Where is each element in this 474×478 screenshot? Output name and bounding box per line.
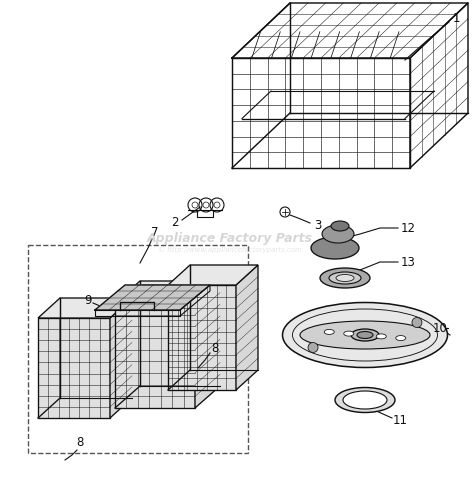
Ellipse shape [351, 329, 379, 341]
Ellipse shape [336, 274, 354, 282]
Circle shape [308, 343, 318, 352]
Ellipse shape [300, 321, 430, 349]
Bar [28, 245, 248, 453]
Text: 8: 8 [211, 341, 219, 355]
Polygon shape [95, 285, 210, 310]
Text: © http://www.appliancefactoryparts.com: © http://www.appliancefactoryparts.com [158, 247, 302, 253]
Ellipse shape [335, 388, 395, 413]
Polygon shape [38, 298, 132, 318]
Text: 9: 9 [84, 293, 92, 306]
Polygon shape [168, 265, 258, 285]
Ellipse shape [357, 332, 373, 338]
Ellipse shape [311, 237, 359, 259]
Ellipse shape [329, 272, 361, 284]
Text: 2: 2 [171, 216, 179, 228]
Ellipse shape [322, 225, 354, 243]
Ellipse shape [343, 391, 387, 409]
Ellipse shape [320, 268, 370, 288]
Text: 10: 10 [433, 322, 447, 335]
Polygon shape [115, 281, 220, 303]
Polygon shape [236, 265, 258, 390]
Polygon shape [115, 303, 195, 408]
Text: 7: 7 [151, 226, 159, 239]
Text: 8: 8 [76, 436, 84, 449]
Polygon shape [110, 298, 132, 418]
Ellipse shape [376, 334, 386, 339]
Text: 12: 12 [401, 221, 416, 235]
Circle shape [412, 317, 422, 327]
Ellipse shape [344, 331, 354, 336]
Ellipse shape [324, 329, 334, 335]
Polygon shape [168, 285, 236, 390]
Text: 1: 1 [452, 11, 460, 24]
Text: Appliance Factory Parts: Appliance Factory Parts [147, 231, 313, 245]
Ellipse shape [283, 303, 447, 368]
Ellipse shape [396, 336, 406, 341]
Text: 3: 3 [314, 218, 322, 231]
Text: 13: 13 [401, 256, 415, 269]
Polygon shape [38, 318, 110, 418]
Text: 11: 11 [392, 413, 408, 426]
Ellipse shape [331, 221, 349, 231]
Polygon shape [195, 281, 220, 408]
